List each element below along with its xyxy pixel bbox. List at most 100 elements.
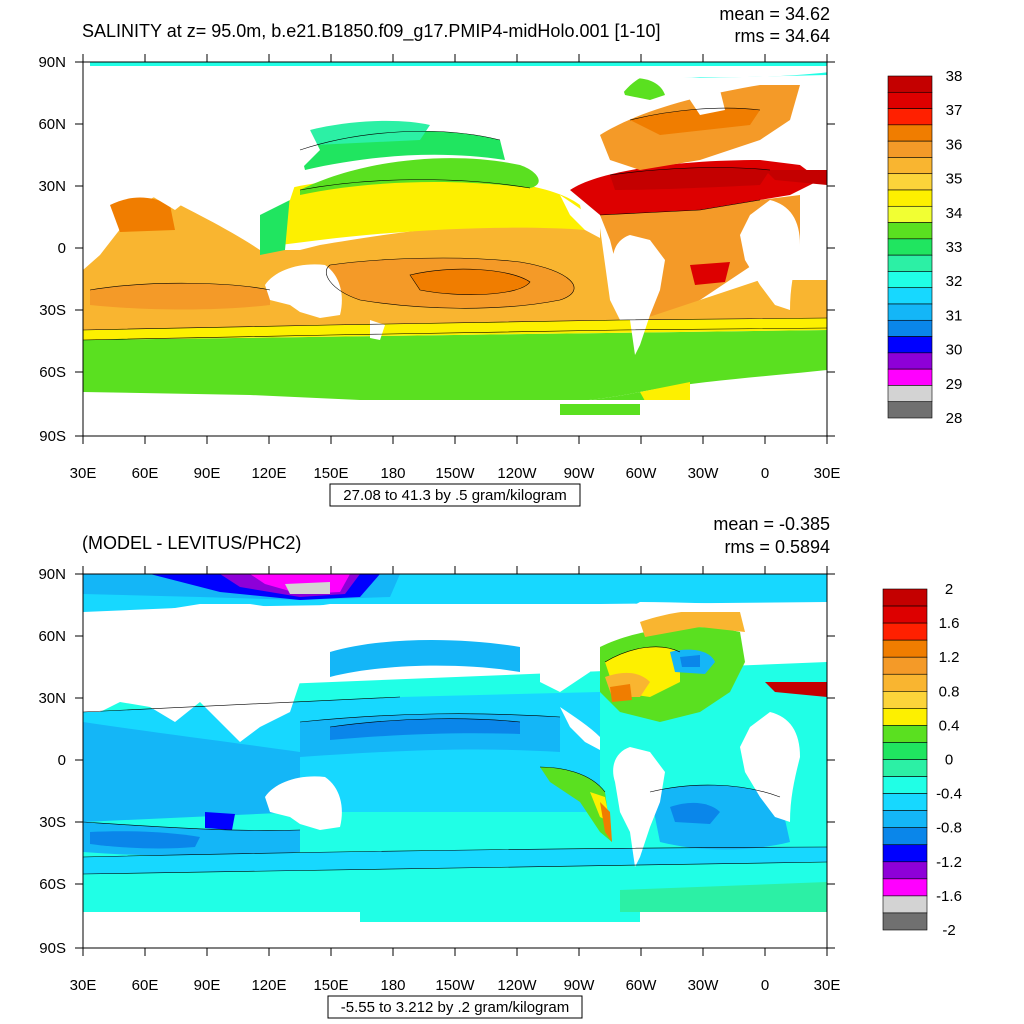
colorbar-label: 32 — [946, 273, 963, 290]
colorbar-label: 30 — [946, 342, 963, 359]
salinity-lon-label: 90W — [564, 465, 596, 482]
salinity-lat-label: 0 — [58, 240, 66, 257]
colorbar-label: 29 — [946, 376, 963, 393]
difference-lon-label: 0 — [761, 977, 769, 994]
colorbar-swatch — [882, 725, 928, 743]
difference-map-figure: (MODEL - LEVITUS/PHC2) mean = -0.385 rms… — [38, 514, 962, 1019]
colorbar-swatch — [882, 844, 928, 863]
difference-colorbar: 2 1.6 1.2 0.8 0.4 0 -0.4 -0.8 -1.2 -1.6 -2 — [882, 581, 962, 939]
colorbar-label: 1.6 — [939, 615, 960, 632]
colorbar-swatch — [882, 912, 928, 931]
colorbar-swatch — [887, 91, 933, 109]
colorbar-label: 36 — [946, 136, 963, 153]
salinity-lat-label: 30S — [39, 302, 66, 319]
salinity-lat-axis: 90N 60N 30N 0 30S 60S 90S — [38, 54, 66, 445]
colorbar-label: 38 — [946, 68, 963, 85]
colorbar-label: 2 — [945, 581, 953, 598]
colorbar-swatch — [887, 189, 933, 207]
colorbar-swatch — [882, 605, 928, 624]
colorbar-label: 33 — [946, 239, 963, 256]
colorbar-label: 31 — [946, 307, 963, 324]
difference-lon-label: 120W — [497, 977, 537, 994]
colorbar-swatch — [887, 401, 933, 419]
colorbar-swatch — [887, 287, 933, 305]
colorbar-label: 37 — [946, 102, 963, 119]
difference-lon-label: 90W — [564, 977, 596, 994]
salinity-lon-label: 120W — [497, 465, 537, 482]
colorbar-swatch — [887, 157, 933, 175]
colorbar-label: -1.6 — [936, 888, 962, 905]
difference-range-box — [327, 995, 583, 1019]
difference-lon-label: 30W — [688, 977, 720, 994]
difference-lon-label: 60W — [626, 977, 658, 994]
colorbar-label: 0.4 — [939, 717, 960, 734]
salinity-lat-label: 90N — [38, 54, 66, 71]
difference-lat-label: 30S — [39, 814, 66, 831]
colorbar-label: 28 — [946, 410, 963, 427]
salinity-lon-label: 180 — [380, 465, 405, 482]
colorbar-swatch — [887, 173, 933, 191]
salinity-lon-label: 60E — [132, 465, 159, 482]
colorbar-label: 0.8 — [939, 683, 960, 700]
salinity-lon-label: 30W — [688, 465, 720, 482]
colorbar-label: 34 — [946, 205, 963, 222]
colorbar-swatch — [882, 878, 928, 897]
colorbar-swatch — [887, 319, 933, 337]
difference-lon-label: 30E — [70, 977, 97, 994]
difference-lat-label: 30N — [38, 690, 66, 707]
salinity-colorbar: 38 37 36 35 34 33 32 31 30 29 28 — [887, 68, 963, 427]
salinity-lon-label: 60W — [626, 465, 658, 482]
salinity-title: SALINITY at z= 95.0m, b.e21.B1850.f09_g1… — [82, 21, 661, 42]
colorbar-label: 35 — [946, 171, 963, 188]
salinity-map — [82, 61, 830, 437]
difference-lon-label: 30E — [814, 977, 841, 994]
salinity-lat-label: 30N — [38, 178, 66, 195]
colorbar-label: -2 — [942, 922, 955, 939]
colorbar-label: 1.2 — [939, 649, 960, 666]
colorbar-label: -1.2 — [936, 854, 962, 871]
colorbar-swatch — [887, 238, 933, 256]
difference-lat-axis: 90N 60N 30N 0 30S 60S 90S — [38, 566, 66, 957]
salinity-lon-label: 30E — [814, 465, 841, 482]
colorbar-swatch — [882, 827, 928, 846]
colorbar-swatch — [882, 708, 928, 726]
difference-lat-label: 0 — [58, 752, 66, 769]
salinity-map-figure: SALINITY at z= 95.0m, b.e21.B1850.f09_g1… — [38, 4, 963, 507]
colorbar-swatch — [882, 895, 928, 914]
difference-map — [82, 573, 830, 949]
salinity-lon-axis: 30E 60E 90E 120E 150E 180 150W 120W 90W … — [70, 465, 841, 482]
colorbar-swatch — [882, 776, 928, 794]
salinity-mean: mean = 34.62 — [719, 4, 830, 24]
colorbar-swatch — [887, 140, 933, 158]
salinity-lon-label: 90E — [194, 465, 221, 482]
colorbar-label: -0.4 — [936, 786, 962, 803]
difference-mean: mean = -0.385 — [713, 514, 830, 534]
colorbar-swatch — [882, 588, 928, 607]
salinity-lon-label: 150W — [435, 465, 475, 482]
salinity-lon-label: 120E — [251, 465, 286, 482]
colorbar-swatch — [887, 336, 933, 354]
salinity-panel: SALINITY at z= 95.0m, b.e21.B1850.f09_g1… — [38, 4, 963, 507]
salinity-lat-label: 90S — [39, 428, 66, 445]
colorbar-swatch — [882, 810, 928, 828]
difference-lat-label: 90S — [39, 940, 66, 957]
salinity-lat-label: 60N — [38, 116, 66, 133]
colorbar-swatch — [882, 656, 928, 675]
colorbar-swatch — [882, 622, 928, 641]
difference-lat-label: 90N — [38, 566, 66, 583]
colorbar-swatch — [887, 271, 933, 289]
difference-lon-label: 120E — [251, 977, 286, 994]
colorbar-label: -0.8 — [936, 820, 962, 837]
colorbar-swatch — [887, 75, 933, 93]
salinity-range-text: 27.08 to 41.3 by .5 gram/kilogram — [343, 487, 566, 504]
colorbar-swatch — [887, 368, 933, 386]
colorbar-swatch — [887, 205, 933, 223]
difference-lon-label: 90E — [194, 977, 221, 994]
colorbar-swatch — [887, 303, 933, 321]
difference-panel: (MODEL - LEVITUS/PHC2) mean = -0.385 rms… — [0, 512, 1024, 1024]
salinity-lat-label: 60S — [39, 364, 66, 381]
difference-lon-label: 180 — [380, 977, 405, 994]
salinity-range-box — [329, 483, 581, 507]
salinity-rms: rms = 34.64 — [734, 26, 830, 46]
difference-rms: rms = 0.5894 — [724, 537, 830, 557]
